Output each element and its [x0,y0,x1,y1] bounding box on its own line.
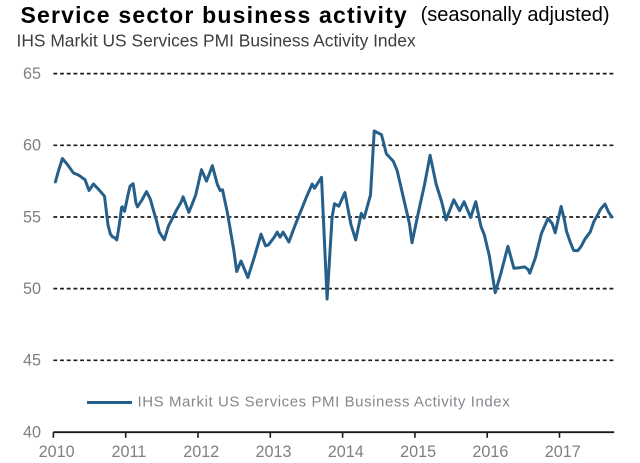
svg-text:2011: 2011 [111,443,146,461]
svg-text:IHS Markit US Services PMI Bus: IHS Markit US Services PMI Business Acti… [138,393,511,410]
svg-text:2014: 2014 [328,443,364,461]
svg-text:2010: 2010 [39,443,75,461]
svg-text:2015: 2015 [400,443,436,461]
svg-text:65: 65 [23,65,41,83]
svg-text:40: 40 [23,424,41,442]
svg-text:2012: 2012 [183,443,219,461]
svg-text:2013: 2013 [255,443,291,461]
svg-text:60: 60 [23,137,41,155]
svg-text:55: 55 [23,208,41,226]
svg-text:45: 45 [23,352,41,370]
svg-text:50: 50 [23,280,41,298]
svg-text:2016: 2016 [472,443,508,461]
svg-text:Service sector business activi: Service sector business activity (seasona… [21,2,610,28]
svg-text:IHS Markit US Services PMI Bus: IHS Markit US Services PMI Business Acti… [17,30,416,50]
svg-text:2017: 2017 [545,443,581,461]
